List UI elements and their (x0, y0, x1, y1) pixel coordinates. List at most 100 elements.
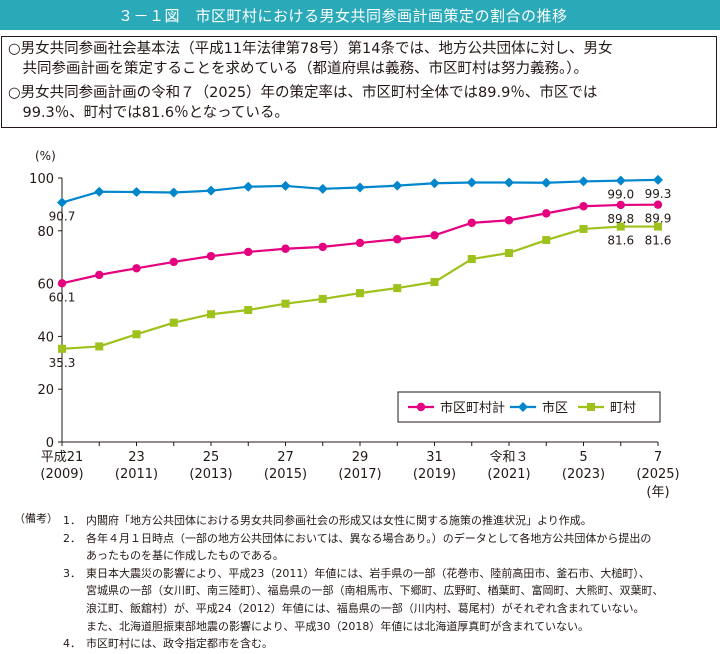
data-point (168, 187, 179, 198)
data-point (318, 242, 327, 252)
data-point (616, 222, 625, 231)
data-label: 90.7 (49, 210, 76, 224)
data-point (57, 197, 67, 208)
data-point (430, 231, 439, 240)
y-tick-label: 40 (37, 330, 54, 345)
figure-title: ３－１図 市区町村における男女共同参画計画策定の割合の推移 (118, 7, 568, 25)
data-point (653, 174, 663, 185)
data-point (615, 175, 626, 186)
summary-line: 共同参画計画を策定することを求めている（都道府県は義務、市区町村は努力義務。）。 (8, 61, 588, 77)
data-point (244, 247, 253, 257)
data-point (356, 289, 364, 298)
data-label: 60.1 (49, 290, 76, 304)
data-point (416, 402, 426, 412)
data-point (653, 200, 663, 209)
x-tick-label-year: (2021) (487, 467, 530, 482)
data-point (58, 344, 66, 353)
data-point (518, 402, 528, 412)
x-tick-label-year: (2019) (413, 467, 456, 482)
data-point (504, 177, 514, 188)
note-text: 浪江町、飯舘村）が、平成24（2012）年値には、福島県の一部（川内村、葛尾村）… (86, 602, 645, 615)
data-point (579, 224, 588, 233)
x-tick-label-year: (2011) (115, 467, 158, 482)
data-point (132, 330, 141, 339)
data-point (392, 180, 403, 191)
data-point (57, 279, 67, 288)
data-point (281, 244, 290, 253)
x-tick-label-era: 平成21 (41, 450, 84, 465)
note-text: 市区町村には、政令指定都市を含む。 (86, 637, 273, 651)
data-label: 99.0 (607, 188, 634, 202)
legend-label: 市区町村計 (440, 400, 505, 416)
x-tick-label-year: (2009) (40, 467, 83, 482)
data-point (541, 177, 552, 188)
x-tick-label-era: 7 (654, 450, 662, 465)
x-tick-label-era: 令和３ (489, 450, 528, 465)
legend-label: 市区 (542, 400, 568, 416)
data-point (355, 238, 365, 248)
data-point (467, 218, 476, 228)
data-point (578, 176, 589, 187)
data-point (467, 255, 476, 264)
data-point (132, 264, 141, 273)
x-tick-label-year: (2025) (636, 467, 679, 482)
data-point (243, 181, 254, 192)
data-point (654, 222, 662, 231)
data-point (504, 216, 514, 225)
x-tick-label-year: (2023) (562, 467, 605, 482)
data-point (542, 236, 551, 245)
note-text: 東日本大震災の影響により、平成23（2011）年値には、岩手県の一部（花巻市、陸… (86, 566, 650, 580)
x-tick-label-era: 31 (426, 450, 443, 465)
data-point (280, 180, 291, 191)
note-text: 内閣府「地方公共団体における男女共同参画社会の形成又は女性に関する施策の推進状況… (86, 514, 592, 527)
data-point (169, 318, 178, 327)
x-tick-label-year: (2015) (264, 467, 307, 482)
x-tick-label-year: (2013) (189, 467, 232, 482)
notes-header: （備考） (14, 512, 58, 525)
note-number: 2． (63, 531, 81, 545)
data-point (616, 200, 625, 210)
legend-box (397, 391, 661, 423)
y-axis-unit: (%) (35, 149, 56, 163)
summary-line: ○男女共同参画社会基本法（平成11年法律第78号）第14条では、地方公共団体に対… (8, 41, 613, 57)
data-point (95, 342, 104, 351)
data-point (318, 294, 327, 303)
y-tick-label: 60 (37, 278, 54, 293)
summary-line: ○男女共同参画計画の令和７（2025）年の策定率は、市区町村全体では89.9％、… (8, 85, 598, 101)
summary-box: ○男女共同参画社会基本法（平成11年法律第78号）第14条では、地方公共団体に対… (1, 36, 717, 128)
y-tick-label: 80 (37, 225, 54, 240)
data-point (466, 177, 477, 188)
figure-title-bar: ３－１図 市区町村における男女共同参画計画策定の割合の推移 (0, 0, 720, 30)
x-tick-label-era: 5 (579, 450, 587, 465)
data-label: 89.8 (607, 212, 634, 226)
x-tick-label-era: 29 (352, 450, 369, 465)
data-point (131, 186, 142, 197)
line-chart: (%) 0 20 40 60 80 100 平成21 (2009) 23 (2011) 25 (2013… (29, 149, 679, 500)
data-point (505, 248, 513, 257)
data-label: 81.6 (607, 234, 634, 248)
data-point (355, 182, 365, 193)
note-text: また、北海道胆振東部地震の影響により、平成30（2018）年値には北海道厚真町が… (86, 619, 589, 633)
x-tick-label-era: 23 (128, 450, 145, 465)
data-point (169, 257, 178, 267)
data-point (207, 310, 215, 319)
y-tick-label: 20 (37, 383, 54, 398)
y-tick-label: 0 (46, 436, 54, 451)
data-point (587, 403, 595, 411)
y-tick-label: 100 (29, 172, 54, 187)
data-point (206, 185, 216, 196)
data-point (94, 186, 105, 197)
note-number: 3． (63, 566, 81, 580)
data-label: 89.9 (645, 212, 672, 226)
note-number: 1． (63, 514, 81, 527)
data-point (430, 278, 439, 287)
legend-label: 町村 (610, 401, 636, 416)
data-point (95, 270, 104, 280)
data-point (244, 306, 253, 314)
summary-line: 99.3％、町村では81.6％となっている。 (8, 105, 289, 121)
data-point (579, 202, 588, 211)
x-axis-unit: (年) (646, 485, 669, 500)
data-label: 99.3 (645, 187, 672, 201)
x-tick-label-era: 25 (203, 450, 220, 465)
data-point (429, 178, 440, 189)
